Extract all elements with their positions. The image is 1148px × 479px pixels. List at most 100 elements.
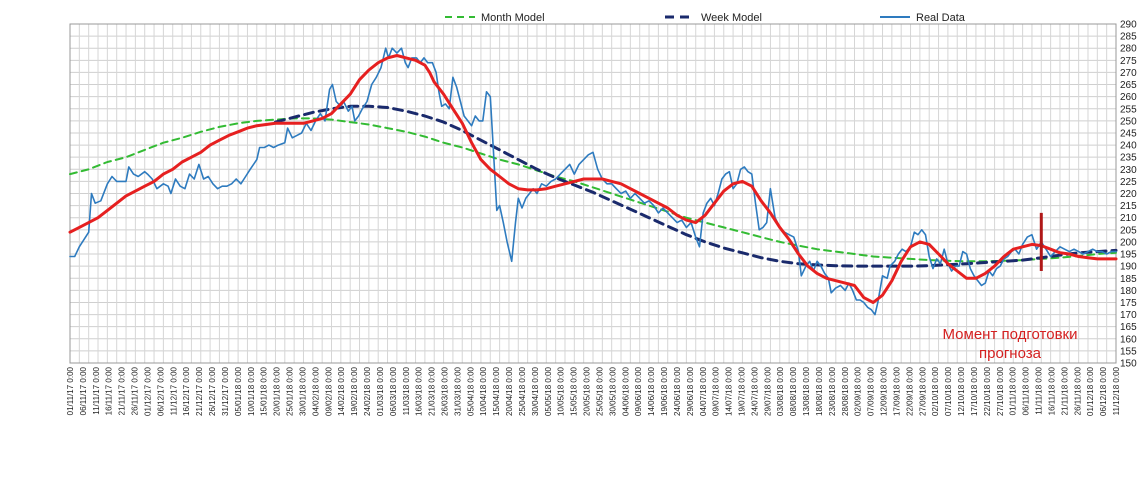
x-tick-label: 09/02/18 0:00 — [324, 366, 333, 415]
x-tick-label: 16/11/18 0:00 — [1047, 366, 1056, 415]
x-tick-label: 23/08/18 0:00 — [828, 366, 837, 415]
x-tick-label: 25/04/18 0:00 — [518, 366, 527, 415]
x-tick-label: 31/03/18 0:00 — [453, 366, 462, 415]
y-tick-label: 235 — [1120, 153, 1137, 164]
plot-frame — [69, 23, 1117, 364]
x-tick-label: 25/05/18 0:00 — [595, 366, 604, 415]
x-axis: 01/11/17 0:00 06/11/17 0:00 11/11/17 0:00 1… — [66, 366, 1121, 415]
x-tick-label: 14/06/18 0:00 — [647, 366, 656, 415]
annotation-text-line2: прогноза — [979, 345, 1042, 362]
x-tick-label: 25/01/18 0:00 — [286, 366, 295, 415]
x-tick-label: 01/12/18 0:00 — [1086, 366, 1095, 415]
x-tick-label: 06/11/17 0:00 — [79, 366, 88, 415]
x-tick-label: 19/02/18 0:00 — [350, 366, 359, 415]
x-tick-label: 29/07/18 0:00 — [763, 366, 772, 415]
x-tick-label: 15/04/18 0:00 — [492, 366, 501, 415]
x-tick-label: 08/08/18 0:00 — [789, 366, 798, 415]
y-tick-label: 225 — [1120, 177, 1137, 188]
x-tick-label: 01/11/17 0:00 — [66, 366, 75, 415]
x-tick-label: 30/04/18 0:00 — [531, 366, 540, 415]
series-line-real-data — [69, 47, 1117, 316]
y-tick-label: 180 — [1120, 286, 1137, 297]
x-tick-label: 18/08/18 0:00 — [815, 366, 824, 415]
x-tick-label: 11/11/18 0:00 — [1035, 366, 1044, 414]
x-tick-label: 13/08/18 0:00 — [802, 366, 811, 415]
x-tick-label: 26/03/18 0:00 — [440, 366, 449, 415]
y-tick-label: 270 — [1120, 68, 1137, 79]
y-tick-label: 290 — [1120, 20, 1137, 31]
y-tick-label: 260 — [1120, 92, 1137, 103]
x-tick-label: 27/09/18 0:00 — [918, 366, 927, 415]
y-tick-label: 175 — [1120, 298, 1137, 309]
x-tick-label: 21/11/18 0:00 — [1060, 366, 1069, 415]
x-tick-label: 02/09/18 0:00 — [854, 366, 863, 415]
y-tick-label: 185 — [1120, 274, 1137, 285]
x-tick-label: 05/04/18 0:00 — [466, 366, 475, 415]
legend-item-month-model: Month Model — [445, 12, 545, 24]
x-tick-label: 12/10/18 0:00 — [957, 366, 966, 415]
y-tick-label: 245 — [1120, 128, 1137, 139]
x-tick-label: 21/03/18 0:00 — [428, 366, 437, 415]
x-tick-label: 09/06/18 0:00 — [634, 366, 643, 415]
x-tick-label: 31/12/17 0:00 — [221, 366, 230, 415]
x-tick-label: 04/02/18 0:00 — [311, 366, 320, 415]
x-tick-label: 28/08/18 0:00 — [841, 366, 850, 415]
x-tick-label: 19/06/18 0:00 — [660, 366, 669, 415]
x-tick-label: 16/12/17 0:00 — [182, 366, 191, 415]
x-tick-label: 17/10/18 0:00 — [970, 366, 979, 415]
x-tick-label: 30/01/18 0:00 — [298, 366, 307, 415]
legend-label-week-model: Week Model — [701, 12, 762, 24]
y-tick-label: 170 — [1120, 310, 1137, 321]
x-tick-label: 01/11/18 0:00 — [1009, 366, 1018, 415]
x-tick-label: 12/09/18 0:00 — [880, 366, 889, 415]
annotation-text-line1: Момент подготовки — [943, 326, 1078, 343]
y-tick-label: 240 — [1120, 141, 1137, 152]
x-tick-label: 11/12/18 0:00 — [1112, 366, 1121, 415]
x-tick-label: 02/10/18 0:00 — [931, 366, 940, 415]
y-tick-label: 165 — [1120, 322, 1137, 333]
series-line-month-model — [69, 117, 1117, 263]
y-tick-label: 275 — [1120, 56, 1137, 67]
legend-label-real-data: Real Data — [916, 12, 966, 24]
y-tick-label: 255 — [1120, 104, 1137, 115]
x-tick-label: 24/02/18 0:00 — [363, 366, 372, 415]
x-tick-label: 16/03/18 0:00 — [415, 366, 424, 415]
series-group — [68, 47, 1118, 316]
y-tick-label: 155 — [1120, 346, 1137, 357]
y-tick-label: 250 — [1120, 116, 1137, 127]
x-tick-label: 26/11/18 0:00 — [1073, 366, 1082, 415]
x-tick-label: 04/07/18 0:00 — [699, 366, 708, 415]
x-tick-label: 06/12/18 0:00 — [1099, 366, 1108, 415]
x-tick-label: 10/01/18 0:00 — [247, 366, 256, 415]
plot-grid — [69, 23, 1117, 364]
x-tick-label: 06/11/18 0:00 — [1022, 366, 1031, 415]
x-tick-label: 11/12/17 0:00 — [169, 366, 178, 415]
y-tick-label: 265 — [1120, 80, 1137, 91]
x-tick-label: 27/10/18 0:00 — [996, 366, 1005, 415]
x-tick-label: 26/12/17 0:00 — [208, 366, 217, 415]
x-tick-label: 22/10/18 0:00 — [983, 366, 992, 415]
annotation-group: Момент подготовки прогноза — [943, 212, 1078, 362]
x-tick-label: 22/09/18 0:00 — [905, 366, 914, 415]
x-tick-label: 07/09/18 0:00 — [867, 366, 876, 415]
x-tick-label: 20/05/18 0:00 — [583, 366, 592, 415]
y-tick-label: 220 — [1120, 189, 1137, 200]
x-tick-label: 15/01/18 0:00 — [260, 366, 269, 415]
legend-item-real-data: Real Data — [880, 12, 966, 24]
series-line-smoothed — [68, 54, 1118, 304]
x-tick-label: 09/07/18 0:00 — [712, 366, 721, 415]
y-tick-label: 210 — [1120, 213, 1137, 224]
x-tick-label: 14/02/18 0:00 — [337, 366, 346, 415]
legend: Month Model Week Model Real Data — [445, 12, 966, 24]
y-tick-label: 205 — [1120, 225, 1137, 236]
x-tick-label: 04/06/18 0:00 — [621, 366, 630, 415]
x-tick-label: 21/11/17 0:00 — [118, 366, 127, 415]
x-tick-label: 15/05/18 0:00 — [570, 366, 579, 415]
y-tick-label: 150 — [1120, 359, 1137, 370]
x-tick-label: 30/05/18 0:00 — [608, 366, 617, 415]
x-tick-label: 05/05/18 0:00 — [544, 366, 553, 415]
x-tick-label: 07/10/18 0:00 — [944, 366, 953, 415]
y-tick-label: 195 — [1120, 250, 1137, 261]
y-tick-label: 285 — [1120, 32, 1137, 43]
